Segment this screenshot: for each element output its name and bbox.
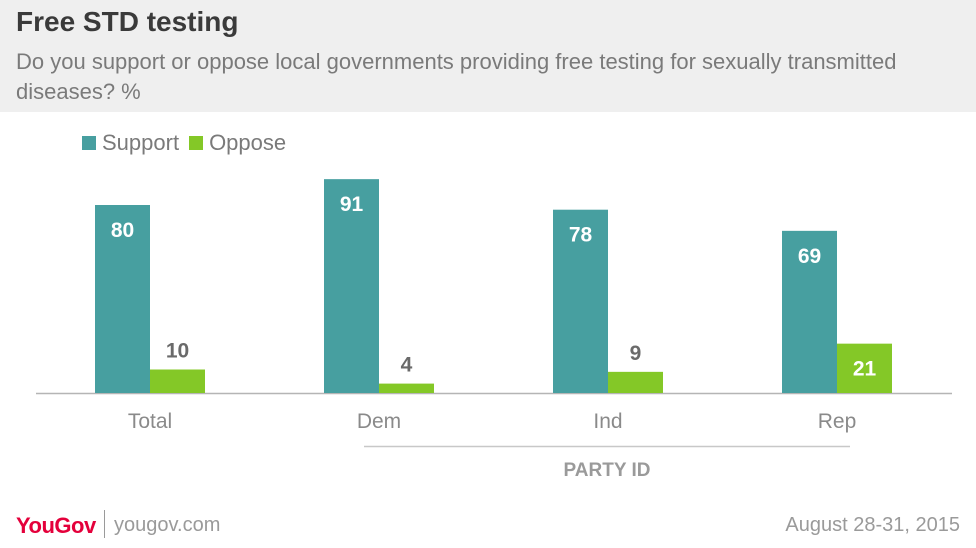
legend-swatch-oppose <box>189 136 204 150</box>
data-label-oppose-dem: 4 <box>401 354 413 377</box>
legend-label-support: Support <box>102 130 180 155</box>
legend-item-oppose: Oppose <box>189 130 286 156</box>
chart-title: Free STD testing <box>16 6 239 37</box>
bar-support-ind <box>553 209 608 393</box>
yougov-logo: YouGov <box>16 513 96 538</box>
header: Free STD testing Do you support or oppos… <box>0 0 976 112</box>
bar-oppose-dem <box>379 383 434 393</box>
bar-chart: 80 10 Total 91 4 Dem 78 9 Ind 69 21 Rep PARTY ID <box>36 179 952 481</box>
data-label-oppose-rep: 21 <box>853 358 877 381</box>
x-tick-label-ind: Ind <box>593 410 622 433</box>
data-label-support-ind: 78 <box>569 224 593 247</box>
x-tick-label-total: Total <box>128 410 172 433</box>
group-label-party-id: PARTY ID <box>564 460 651 481</box>
data-label-support-rep: 69 <box>798 245 821 268</box>
x-tick-label-dem: Dem <box>357 410 401 433</box>
footer-url: yougov.com <box>114 514 221 536</box>
footer-date: August 28-31, 2015 <box>785 514 960 536</box>
data-label-oppose-ind: 9 <box>630 342 642 365</box>
x-tick-label-rep: Rep <box>818 410 857 433</box>
footer-divider <box>104 510 105 538</box>
chart-subtitle: Do you support or oppose local governmen… <box>16 49 897 104</box>
bar-support-dem <box>324 179 379 393</box>
legend: Support Oppose <box>82 130 296 156</box>
data-label-support-dem: 91 <box>340 193 364 216</box>
bar-support-total <box>95 205 150 393</box>
data-label-support-total: 80 <box>111 219 134 242</box>
bar-oppose-total <box>150 369 205 393</box>
bar-oppose-rep <box>837 343 892 393</box>
bar-oppose-ind <box>608 371 663 393</box>
legend-label-oppose: Oppose <box>209 130 287 155</box>
legend-item-support: Support <box>82 130 179 156</box>
legend-swatch-support <box>82 136 96 150</box>
data-label-oppose-total: 10 <box>166 340 189 363</box>
bar-support-rep <box>782 230 837 393</box>
